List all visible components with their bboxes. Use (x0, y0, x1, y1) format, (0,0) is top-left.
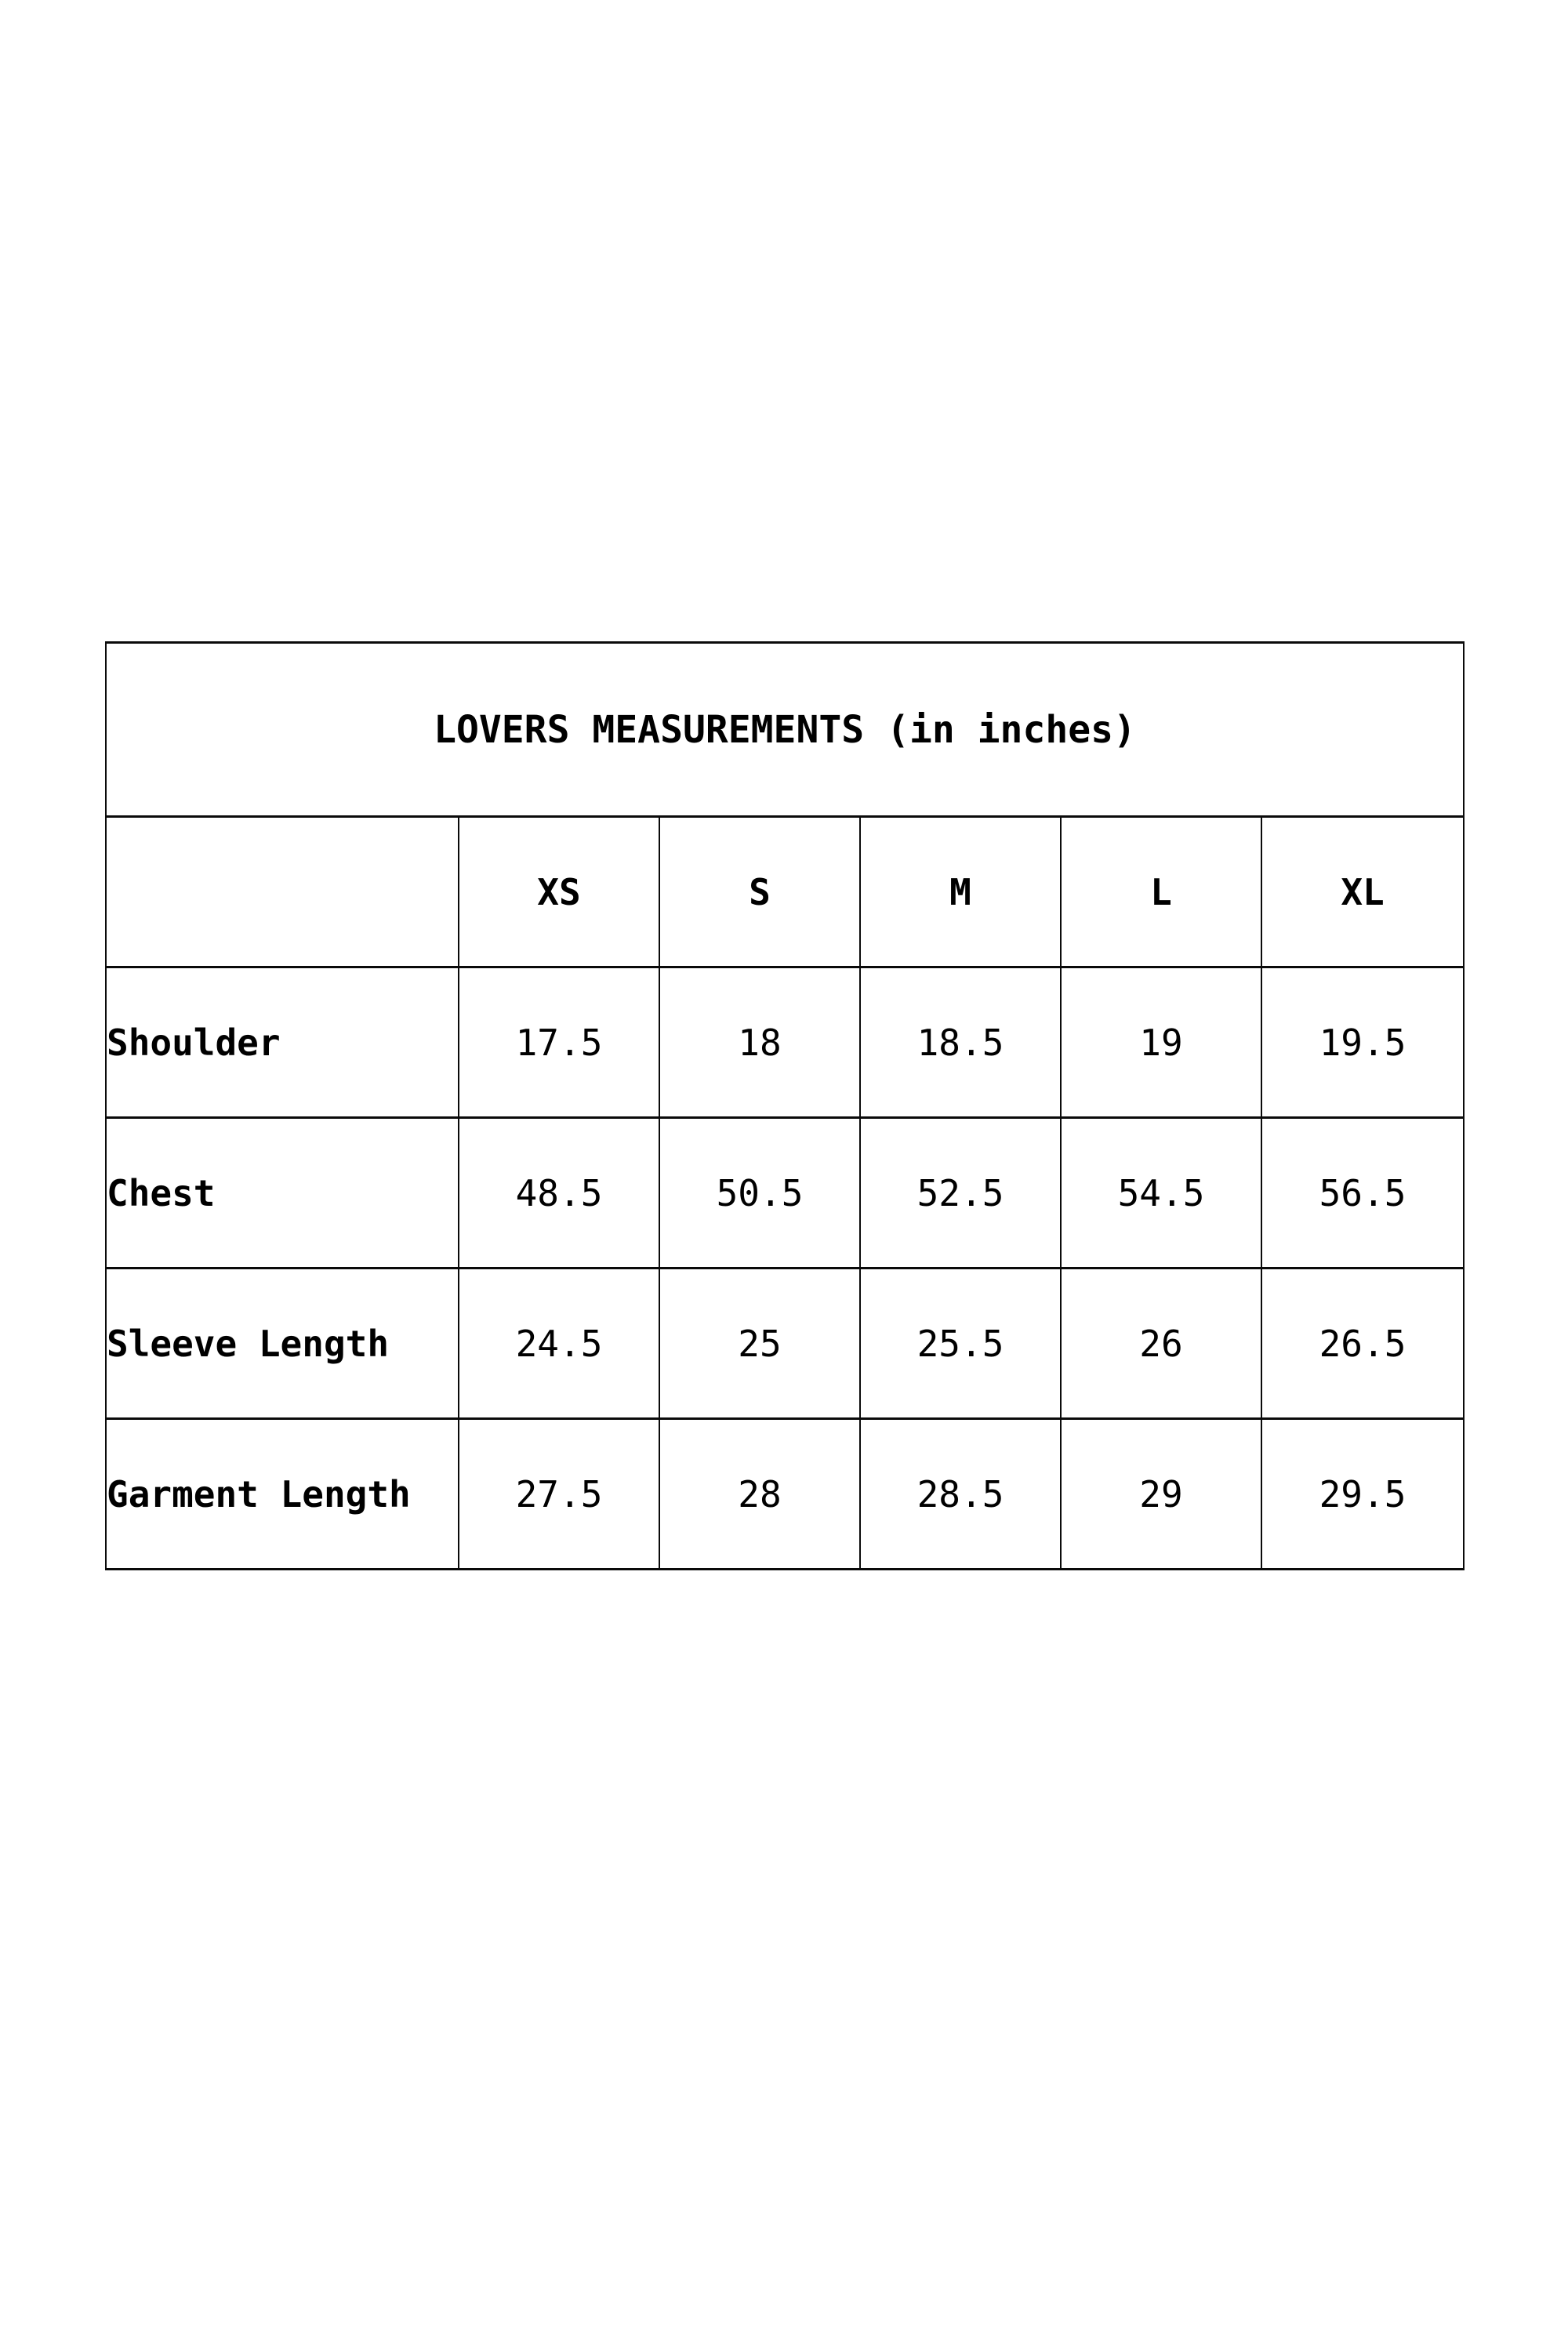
size-header-l: L (1060, 815, 1262, 968)
garment-length-s: 28 (659, 1417, 861, 1570)
table-row-garment-length: Garment Length 27.5 28 28.5 29 29.5 (105, 1417, 1465, 1570)
chest-xs: 48.5 (458, 1116, 660, 1269)
chest-xl: 56.5 (1260, 1116, 1465, 1269)
shoulder-xs: 17.5 (458, 966, 660, 1119)
shoulder-l: 19 (1060, 966, 1262, 1119)
row-label-chest: Chest (105, 1116, 459, 1269)
size-chart-table: LOVERS MEASUREMENTS (in inches) XS S M L… (104, 641, 1465, 1570)
row-label-shoulder: Shoulder (105, 966, 459, 1119)
size-header-xs: XS (458, 815, 660, 968)
sleeve-length-s: 25 (659, 1267, 861, 1420)
chest-m: 52.5 (859, 1116, 1062, 1269)
table-row-chest: Chest 48.5 50.5 52.5 54.5 56.5 (105, 1116, 1465, 1269)
table-row-shoulder: Shoulder 17.5 18 18.5 19 19.5 (105, 966, 1465, 1119)
sleeve-length-l: 26 (1060, 1267, 1262, 1420)
table-title: LOVERS MEASUREMENTS (in inches) (104, 641, 1465, 818)
size-header-xl: XL (1260, 815, 1465, 968)
row-label-sleeve-length: Sleeve Length (105, 1267, 459, 1420)
chest-l: 54.5 (1060, 1116, 1262, 1269)
size-header-s: S (659, 815, 861, 968)
shoulder-s: 18 (659, 966, 861, 1119)
table-row-sleeve-length: Sleeve Length 24.5 25 25.5 26 26.5 (105, 1267, 1465, 1420)
sleeve-length-xs: 24.5 (458, 1267, 660, 1420)
shoulder-m: 18.5 (859, 966, 1062, 1119)
shoulder-xl: 19.5 (1260, 966, 1465, 1119)
garment-length-l: 29 (1060, 1417, 1262, 1570)
chest-s: 50.5 (659, 1116, 861, 1269)
size-header-m: M (859, 815, 1062, 968)
garment-length-xs: 27.5 (458, 1417, 660, 1570)
garment-length-xl: 29.5 (1260, 1417, 1465, 1570)
table-header-row: XS S M L XL (105, 815, 1465, 968)
garment-length-m: 28.5 (859, 1417, 1062, 1570)
sleeve-length-xl: 26.5 (1260, 1267, 1465, 1420)
row-label-garment-length: Garment Length (105, 1417, 459, 1570)
sleeve-length-m: 25.5 (859, 1267, 1062, 1420)
table-title-row: LOVERS MEASUREMENTS (in inches) (104, 641, 1465, 818)
corner-cell (105, 815, 459, 968)
